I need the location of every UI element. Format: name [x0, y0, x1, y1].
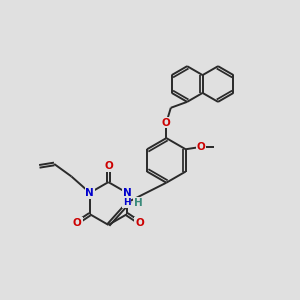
- Text: N: N: [85, 188, 94, 198]
- Text: N: N: [122, 188, 131, 198]
- Text: O: O: [73, 218, 82, 227]
- Text: O: O: [135, 218, 144, 227]
- Text: O: O: [162, 118, 170, 128]
- Text: H: H: [134, 198, 142, 208]
- Text: O: O: [104, 161, 113, 171]
- Text: H: H: [123, 198, 131, 207]
- Text: O: O: [197, 142, 206, 152]
